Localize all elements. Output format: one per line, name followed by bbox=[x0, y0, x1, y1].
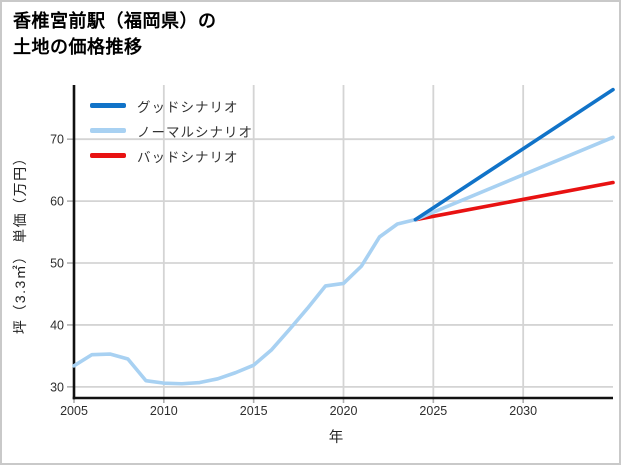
legend-item-good: グッドシナリオ bbox=[90, 93, 253, 118]
x-tick-label: 2005 bbox=[60, 404, 88, 418]
y-tick-label: 50 bbox=[50, 257, 64, 271]
y-tick-label: 30 bbox=[50, 380, 64, 394]
legend-label-bad: バッドシナリオ bbox=[137, 149, 239, 165]
x-tick-label: 2020 bbox=[330, 404, 358, 418]
legend: グッドシナリオ ノーマルシナリオ バッドシナリオ bbox=[90, 93, 253, 168]
legend-swatch-bad-icon bbox=[90, 153, 126, 158]
x-tick-label: 2015 bbox=[240, 404, 268, 418]
series-line-2 bbox=[413, 180, 615, 222]
x-axis-label: 年 bbox=[328, 430, 344, 446]
legend-item-normal: ノーマルシナリオ bbox=[90, 118, 253, 143]
series-line-1 bbox=[72, 135, 615, 386]
legend-label-normal: ノーマルシナリオ bbox=[137, 124, 253, 140]
y-tick-label: 70 bbox=[50, 133, 64, 147]
x-tick-label: 2010 bbox=[150, 404, 178, 418]
legend-label-good: グッドシナリオ bbox=[137, 99, 239, 115]
legend-item-bad: バッドシナリオ bbox=[90, 143, 253, 168]
legend-swatch-normal-icon bbox=[90, 128, 126, 133]
y-axis-label: 坪（3.3㎡） 単価（万円） bbox=[12, 149, 28, 335]
chart-title: 香椎宮前駅（福岡県）の 土地の価格推移 bbox=[13, 8, 217, 60]
chart-title-line1: 香椎宮前駅（福岡県）の bbox=[13, 11, 217, 31]
y-tick-label: 40 bbox=[50, 318, 64, 332]
legend-swatch-good-icon bbox=[90, 103, 126, 108]
chart-title-line2: 土地の価格推移 bbox=[13, 37, 143, 57]
x-tick-label: 2030 bbox=[509, 404, 537, 418]
x-tick-label: 2025 bbox=[419, 404, 447, 418]
series-line-0 bbox=[413, 87, 615, 222]
y-tick-label: 60 bbox=[50, 195, 64, 209]
